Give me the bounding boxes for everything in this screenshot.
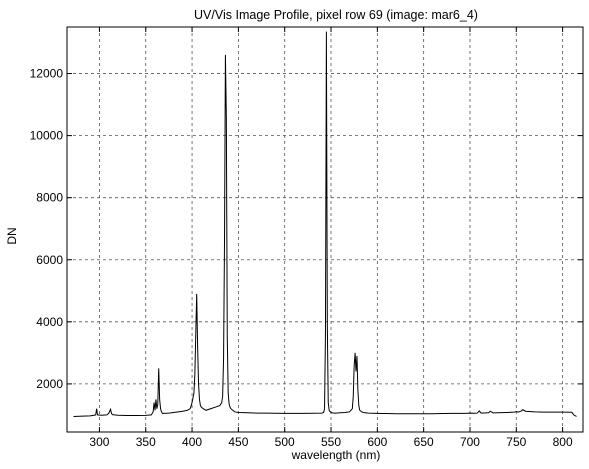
plot-frame xyxy=(66,26,584,433)
x-tick-label: 400 xyxy=(182,435,202,449)
tick-layer: 300 350 400 450 500 550 600 650 700 750 800 2000 400… xyxy=(30,27,583,449)
y-tick-label: 2000 xyxy=(36,377,63,391)
x-tick-label: 550 xyxy=(321,435,341,449)
x-axis-label: wavelength (nm) xyxy=(291,448,381,462)
x-tick-label: 650 xyxy=(414,435,434,449)
x-tick-label: 800 xyxy=(553,435,573,449)
x-tick-label: 300 xyxy=(89,435,109,449)
frame-layer xyxy=(66,26,584,433)
x-tick-label: 600 xyxy=(367,435,387,449)
chart-title: UV/Vis Image Profile, pixel row 69 (imag… xyxy=(194,8,478,22)
y-tick-label: 12000 xyxy=(30,67,64,81)
x-tick-label: 750 xyxy=(506,435,526,449)
y-tick-label: 4000 xyxy=(36,315,63,329)
x-tick-label: 700 xyxy=(460,435,480,449)
y-tick-label: 10000 xyxy=(30,129,64,143)
y-tick-label: 8000 xyxy=(36,191,63,205)
x-tick-label: 450 xyxy=(228,435,248,449)
y-tick-label: 6000 xyxy=(36,253,63,267)
y-axis-label: DN xyxy=(5,227,19,244)
x-tick-label: 500 xyxy=(275,435,295,449)
series-line xyxy=(73,31,577,417)
x-tick-label: 350 xyxy=(136,435,156,449)
series-layer xyxy=(73,31,577,417)
